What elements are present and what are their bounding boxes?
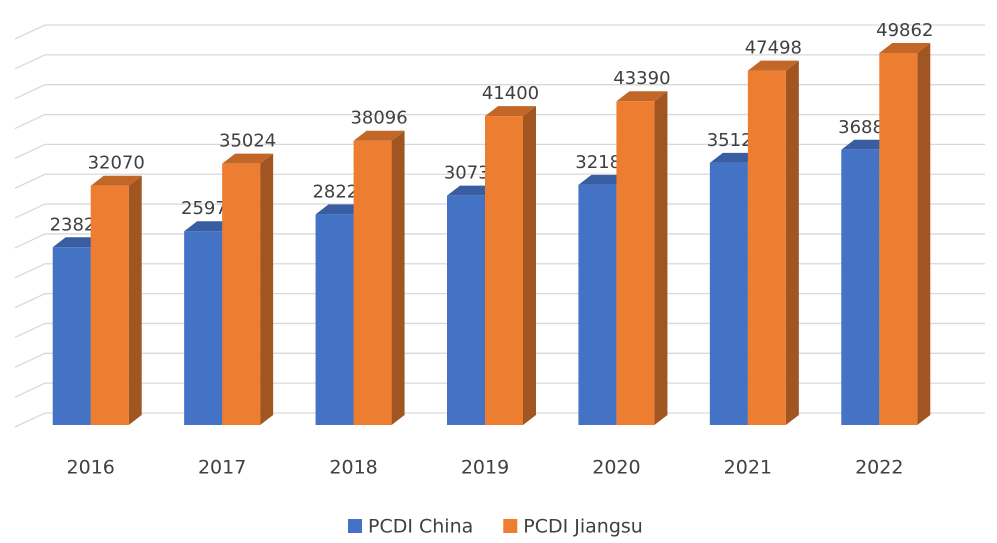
data-label: 41400: [482, 83, 539, 104]
bar-top: [616, 91, 668, 102]
bar-side: [128, 175, 142, 425]
x-tick-label: 2016: [67, 457, 115, 479]
grid-line: [14, 24, 985, 40]
bar-top: [747, 60, 799, 71]
grid-line: [14, 113, 985, 130]
bar-top: [90, 175, 142, 186]
x-tick-label: 2018: [329, 457, 377, 479]
grid-line: [14, 84, 985, 100]
bar: [578, 184, 617, 425]
grid-line: [14, 292, 985, 309]
bar-top: [879, 42, 931, 53]
bar: [879, 52, 918, 426]
data-label: 38096: [350, 108, 407, 129]
grid-line: [14, 233, 985, 249]
grid-line: [14, 54, 985, 70]
legend-swatch: [348, 519, 362, 533]
bar-side: [654, 91, 668, 426]
data-label: 32070: [88, 153, 145, 174]
bar: [447, 195, 485, 425]
grid-line: [14, 382, 985, 398]
bar-top: [222, 153, 274, 164]
bar-side: [391, 130, 405, 425]
legend-label: PCDI Jiangsu: [523, 516, 643, 538]
bar: [52, 247, 91, 425]
bar-top: [353, 130, 405, 141]
grid-line: [14, 143, 985, 159]
x-tick-label: 2021: [724, 457, 772, 479]
bar-side: [917, 42, 931, 426]
data-label: 49862: [876, 20, 933, 41]
x-tick-label: 2022: [855, 457, 903, 479]
grid-line: [14, 412, 985, 428]
grid-line: [14, 173, 985, 189]
x-tick-label: 2019: [461, 457, 509, 479]
x-tick-label: 2017: [198, 457, 246, 479]
bar-side: [260, 153, 274, 425]
grid-line: [14, 263, 985, 279]
bar: [747, 70, 786, 425]
bar: [485, 116, 523, 425]
bar: [353, 140, 392, 425]
bar: [184, 231, 223, 425]
bar: [841, 149, 880, 425]
x-tick-label: 2020: [592, 457, 640, 479]
bar-side: [785, 60, 799, 425]
bar: [616, 101, 655, 426]
data-label: 35024: [219, 131, 276, 152]
bar: [90, 185, 129, 425]
bar: [709, 162, 748, 425]
bar-top: [485, 106, 536, 117]
bar: [315, 214, 354, 425]
legend-label: PCDI China: [368, 516, 473, 538]
bar: [222, 163, 261, 425]
data-label: 43390: [613, 68, 670, 89]
legend-swatch: [503, 519, 518, 533]
grid-line: [14, 352, 985, 368]
grid-line: [14, 322, 985, 339]
data-label: 47498: [745, 38, 802, 59]
bar-side: [523, 106, 536, 425]
grid-line: [14, 203, 985, 219]
